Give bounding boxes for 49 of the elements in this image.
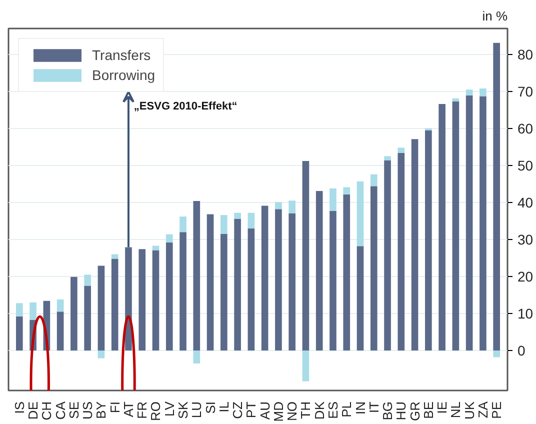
x-tick-label: SI xyxy=(202,401,218,414)
x-tick-label: AU xyxy=(257,401,272,420)
x-tick-label: BG xyxy=(380,401,396,420)
x-tick-label: IN xyxy=(352,402,368,414)
y-tick-label: 70 xyxy=(518,83,534,100)
x-tick-label: CZ xyxy=(230,401,246,419)
x-tick-label: MD xyxy=(270,402,286,422)
x-tick-label: LU xyxy=(189,401,204,418)
x-tick-label: UK xyxy=(462,401,477,420)
x-tick-label: AT xyxy=(120,401,136,418)
legend-label: Transfers xyxy=(92,47,151,63)
legend-label: Borrowing xyxy=(92,67,156,83)
x-tick-label: LV xyxy=(162,401,177,416)
y-tick-label: 30 xyxy=(518,231,534,248)
x-tick-label: BY xyxy=(94,401,109,419)
y-tick-label: 50 xyxy=(518,157,534,174)
x-tick-label: TH xyxy=(298,401,314,419)
x-tick-label: IT xyxy=(366,401,382,414)
y-axis-title: in % xyxy=(482,8,508,24)
y-tick-label: 60 xyxy=(518,120,534,136)
x-tick-label: ES xyxy=(325,401,340,419)
x-tick-label: BE xyxy=(420,401,436,419)
x-tick-label: FI xyxy=(107,401,122,414)
x-tick-label: HU xyxy=(394,401,409,420)
x-tick-label: FR xyxy=(134,401,150,419)
x-tick-label: RO xyxy=(148,402,164,421)
x-tick-label: IE xyxy=(434,401,450,414)
annotation: „ESVG 2010-Effekt“ xyxy=(134,100,238,113)
y-tick-label: 80 xyxy=(518,46,534,62)
x-tick-label: GR xyxy=(407,402,422,421)
x-tick-label: PT xyxy=(244,401,259,418)
x-tick-label: CA xyxy=(52,401,68,420)
x-tick-label: IS xyxy=(12,401,27,414)
x-tick-label: NL xyxy=(448,401,464,418)
x-tick-label: IL xyxy=(216,402,232,412)
y-tick-label: 20 xyxy=(518,268,534,284)
y-tick-label: 0 xyxy=(518,342,526,359)
x-tick-label: SE xyxy=(66,401,82,419)
y-tick-label: 40 xyxy=(518,194,534,210)
x-tick-label: SK xyxy=(176,401,191,419)
x-tick-label: ZA xyxy=(475,401,490,418)
x-tick-label: CH xyxy=(39,401,54,420)
x-tick-label: DK xyxy=(312,401,327,420)
x-tick-label: PL xyxy=(339,401,354,418)
x-tick-label: US xyxy=(80,401,96,420)
x-tick-label: PE xyxy=(489,401,504,419)
x-tick-label: NO xyxy=(284,402,300,421)
y-tick-label: 10 xyxy=(518,306,534,322)
x-tick-label: DE xyxy=(26,401,41,420)
